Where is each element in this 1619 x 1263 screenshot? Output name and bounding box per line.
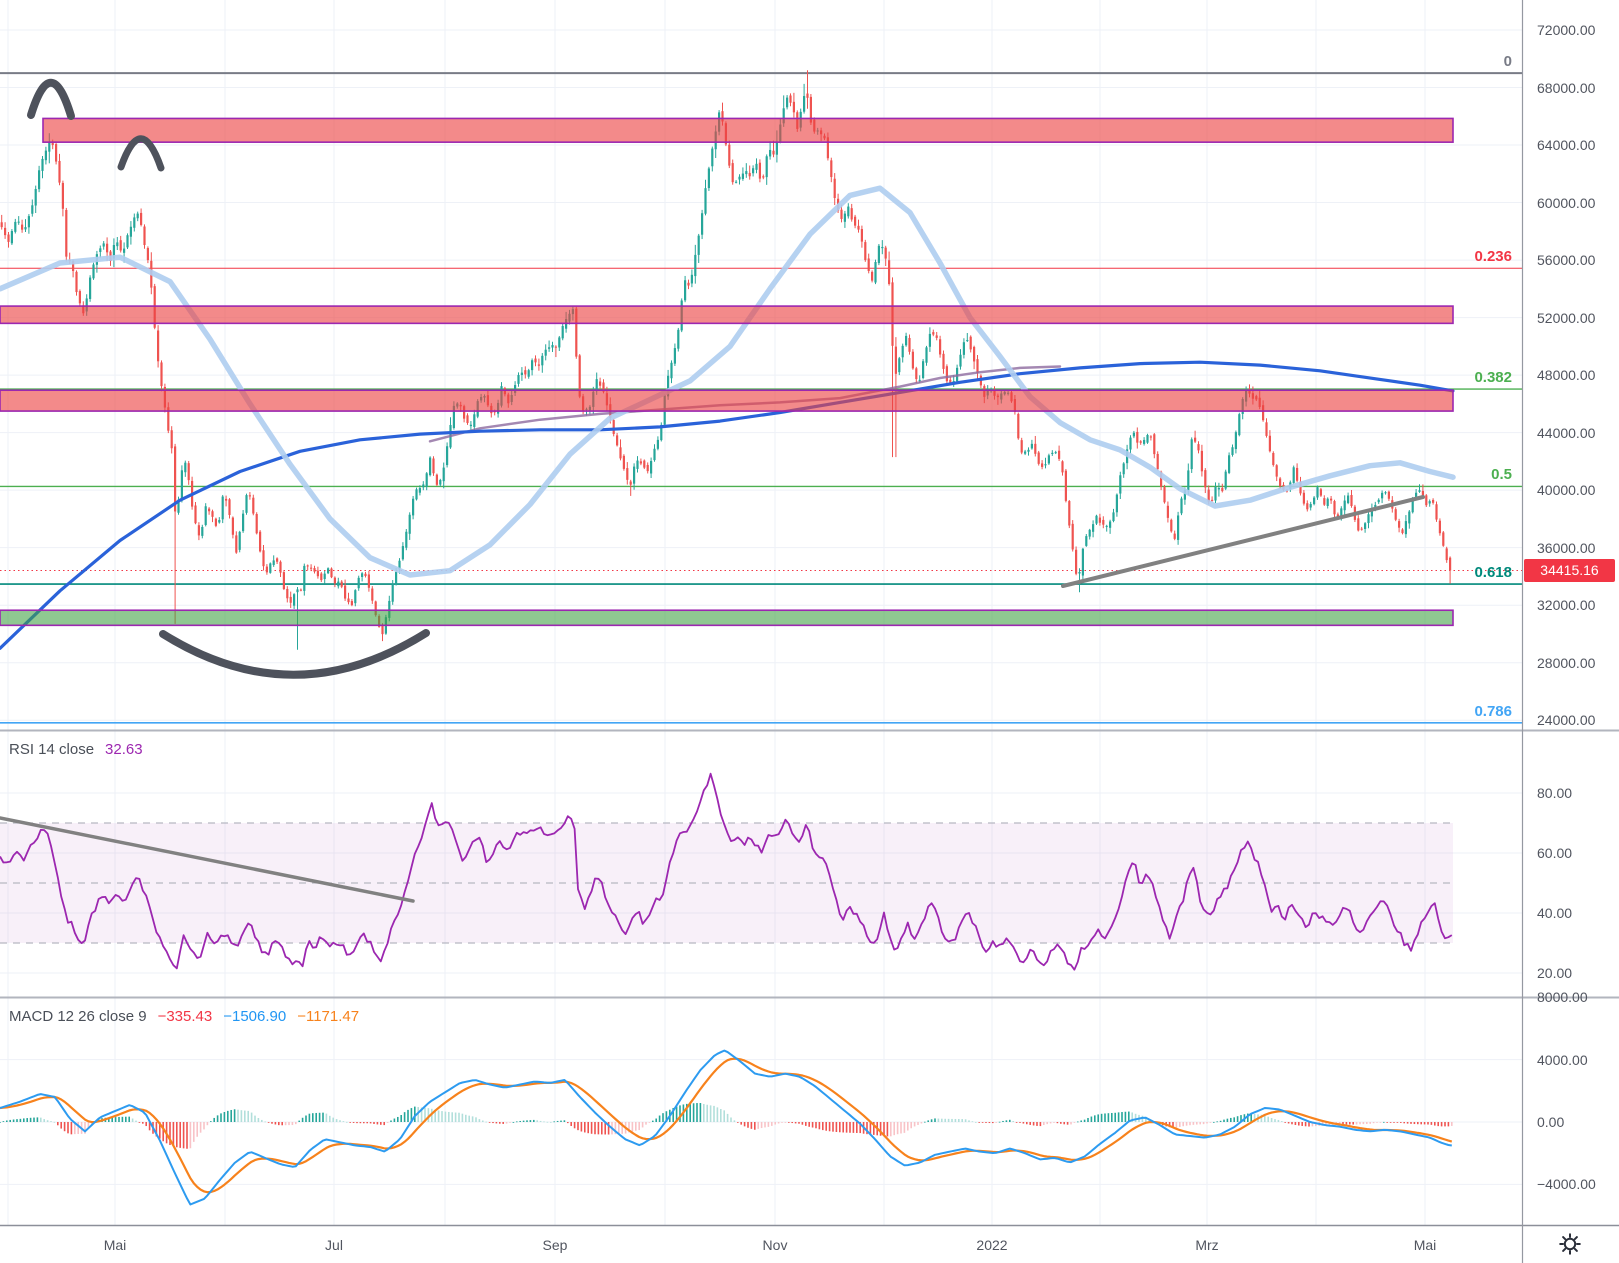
macd-histogram-value: −335.43 xyxy=(157,1008,213,1025)
rsi-indicator-header[interactable]: RSI 14 close 32.63 xyxy=(9,741,143,758)
macd-signal-value: −1171.47 xyxy=(297,1008,360,1025)
last-price-tag: 34415.16 xyxy=(1524,558,1615,582)
rsi-value: 32.63 xyxy=(105,741,143,758)
macd-indicator-header[interactable]: MACD 12 26 close 9 −335.43 −1506.90 −117… xyxy=(9,1008,359,1025)
macd-title: MACD 12 26 close 9 xyxy=(9,1008,147,1025)
gear-icon[interactable] xyxy=(1557,1231,1583,1257)
macd-line-value: −1506.90 xyxy=(223,1008,287,1025)
last-price-value: 34415.16 xyxy=(1540,562,1599,579)
rsi-title: RSI 14 close xyxy=(9,741,95,758)
